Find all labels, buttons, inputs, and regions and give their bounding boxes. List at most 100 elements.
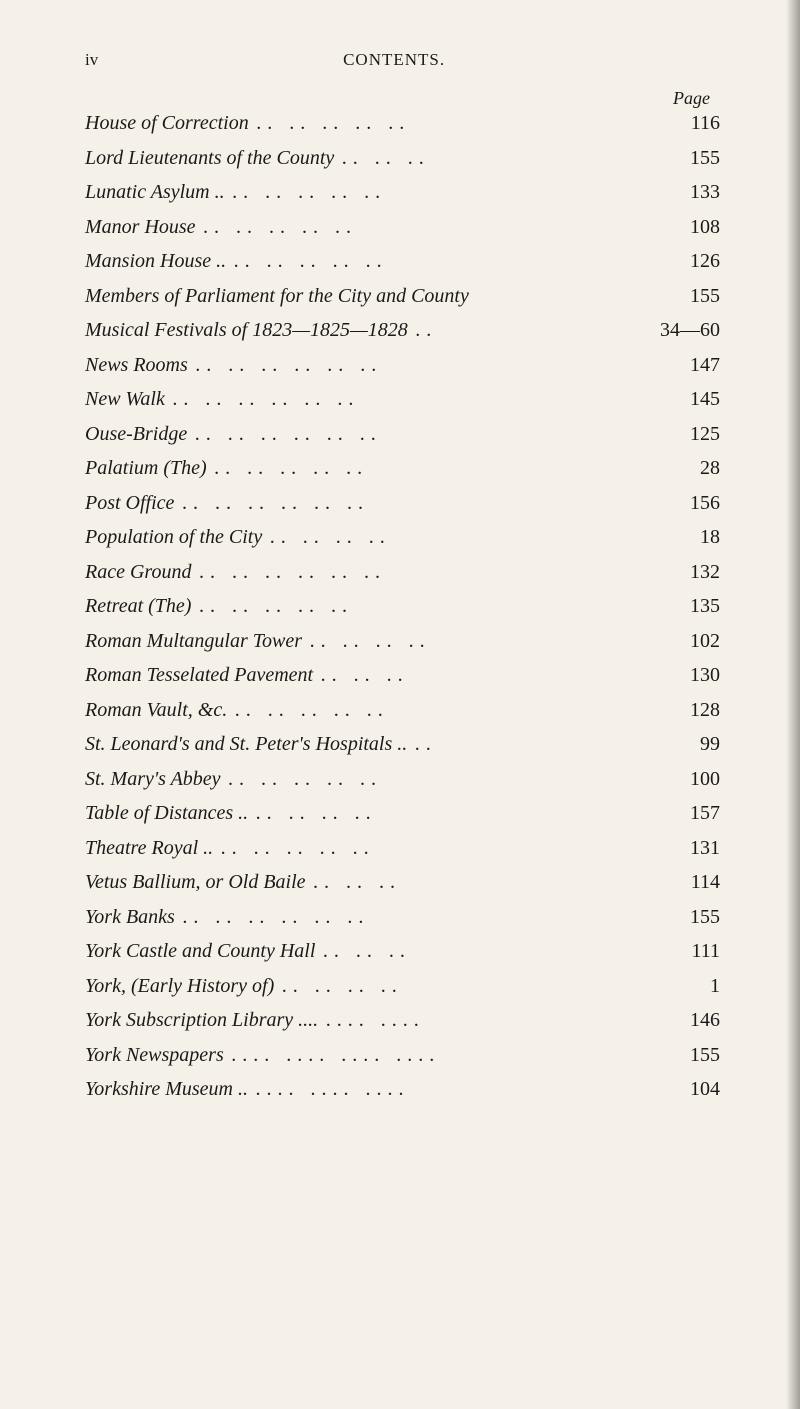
- toc-entry-dots: .. .. .. .. ..: [221, 769, 650, 789]
- toc-row: St. Mary's Abbey.. .. .. .. ..100: [85, 769, 720, 789]
- table-of-contents: House of Correction.. .. .. .. ..116Lord…: [85, 113, 720, 1099]
- toc-row: Table of Distances .... .. .. ..157: [85, 803, 720, 823]
- toc-entry-title: Yorkshire Museum ..: [85, 1079, 248, 1099]
- toc-entry-title: Roman Tesselated Pavement: [85, 665, 313, 685]
- toc-entry-dots: ..: [407, 734, 650, 754]
- toc-entry-title: Palatium (The): [85, 458, 207, 478]
- toc-entry-dots: .. .. .. .. ..: [226, 251, 650, 271]
- toc-entry-title: Manor House: [85, 217, 196, 237]
- toc-entry-title: House of Correction: [85, 113, 249, 133]
- toc-row: Roman Vault, &c... .. .. .. ..128: [85, 700, 720, 720]
- toc-entry-dots: .. .. .. ..: [302, 631, 650, 651]
- toc-row: Mansion House .... .. .. .. ..126: [85, 251, 720, 271]
- toc-entry-page: 114: [650, 872, 720, 892]
- toc-entry-page: 99: [650, 734, 720, 754]
- toc-row: Post Office.. .. .. .. .. ..156: [85, 493, 720, 513]
- toc-entry-title: Lunatic Asylum ..: [85, 182, 225, 202]
- toc-entry-page: 147: [650, 355, 720, 375]
- toc-entry-title: Musical Festivals of 1823—1825—1828: [85, 320, 408, 340]
- toc-entry-page: 104: [650, 1079, 720, 1099]
- toc-entry-title: Members of Parliament for the City and C…: [85, 286, 469, 306]
- toc-entry-dots: .. .. .. .. ..: [227, 700, 650, 720]
- toc-entry-dots: .. .. .. .. ..: [225, 182, 650, 202]
- toc-row: Yorkshire Museum ...... .... ....104: [85, 1079, 720, 1099]
- toc-entry-dots: ..: [408, 320, 650, 340]
- toc-row: Theatre Royal .... .. .. .. ..131: [85, 838, 720, 858]
- toc-entry-dots: .. .. .. .. .. ..: [187, 424, 650, 444]
- page-marker: iv: [85, 50, 98, 70]
- toc-row: House of Correction.. .. .. .. ..116: [85, 113, 720, 133]
- toc-entry-title: Post Office: [85, 493, 174, 513]
- toc-entry-title: Roman Vault, &c.: [85, 700, 227, 720]
- toc-entry-title: St. Leonard's and St. Peter's Hospitals …: [85, 734, 407, 754]
- page-label: Page: [85, 88, 720, 109]
- toc-entry-title: Theatre Royal ..: [85, 838, 213, 858]
- toc-entry-dots: .. .. .. .. ..: [249, 113, 650, 133]
- toc-entry-page: 128: [650, 700, 720, 720]
- toc-entry-page: 111: [650, 941, 720, 961]
- toc-entry-page: 34—60: [650, 320, 720, 340]
- header-line: iv CONTENTS.: [85, 50, 720, 70]
- toc-entry-page: 157: [650, 803, 720, 823]
- toc-entry-dots: .. .. .. ..: [262, 527, 650, 547]
- toc-row: Musical Festivals of 1823—1825—1828..34—…: [85, 320, 720, 340]
- toc-entry-title: Retreat (The): [85, 596, 191, 616]
- toc-row: Ouse-Bridge.. .. .. .. .. ..125: [85, 424, 720, 444]
- toc-entry-title: Table of Distances ..: [85, 803, 248, 823]
- toc-row: Lunatic Asylum .... .. .. .. ..133: [85, 182, 720, 202]
- toc-entry-page: 130: [650, 665, 720, 685]
- toc-row: Palatium (The).. .. .. .. ..28: [85, 458, 720, 478]
- toc-entry-page: 126: [650, 251, 720, 271]
- toc-entry-title: York Castle and County Hall: [85, 941, 315, 961]
- toc-entry-page: 100: [650, 769, 720, 789]
- toc-entry-dots: .. .. .. ..: [248, 803, 650, 823]
- toc-entry-page: 155: [650, 907, 720, 927]
- toc-entry-dots: .. .. .. .. ..: [196, 217, 650, 237]
- toc-row: Race Ground.. .. .. .. .. ..132: [85, 562, 720, 582]
- toc-entry-page: 146: [650, 1010, 720, 1030]
- toc-row: Roman Tesselated Pavement.. .. ..130: [85, 665, 720, 685]
- toc-entry-dots: .. .. ..: [306, 872, 650, 892]
- toc-entry-dots: .. .. .. .. ..: [191, 596, 650, 616]
- toc-row: Members of Parliament for the City and C…: [85, 286, 720, 306]
- toc-entry-title: News Rooms: [85, 355, 188, 375]
- toc-entry-page: 108: [650, 217, 720, 237]
- toc-entry-page: 116: [650, 113, 720, 133]
- toc-entry-dots: .... .... ....: [248, 1079, 650, 1099]
- toc-entry-title: Mansion House ..: [85, 251, 226, 271]
- toc-entry-title: New Walk: [85, 389, 165, 409]
- toc-entry-page: 145: [650, 389, 720, 409]
- toc-entry-dots: .. .. .. .. ..: [207, 458, 650, 478]
- toc-row: Roman Multangular Tower.. .. .. ..102: [85, 631, 720, 651]
- toc-entry-page: 155: [650, 1045, 720, 1065]
- toc-entry-dots: .. .. .. .. .. ..: [174, 493, 650, 513]
- toc-entry-page: 1: [650, 976, 720, 996]
- toc-row: York, (Early History of).. .. .. ..1: [85, 976, 720, 996]
- toc-entry-dots: .. .. .. .. .. ..: [165, 389, 650, 409]
- toc-row: York Subscription Library ........ ....1…: [85, 1010, 720, 1030]
- toc-entry-title: York, (Early History of): [85, 976, 274, 996]
- toc-entry-page: 125: [650, 424, 720, 444]
- toc-entry-page: 133: [650, 182, 720, 202]
- toc-entry-title: St. Mary's Abbey: [85, 769, 221, 789]
- toc-entry-dots: .... .... .... ....: [224, 1045, 650, 1065]
- toc-entry-page: 18: [650, 527, 720, 547]
- toc-entry-title: Roman Multangular Tower: [85, 631, 302, 651]
- toc-row: Population of the City.. .. .. ..18: [85, 527, 720, 547]
- page-container: iv CONTENTS. Page House of Correction.. …: [0, 0, 800, 1409]
- toc-row: Vetus Ballium, or Old Baile.. .. ..114: [85, 872, 720, 892]
- toc-row: York Banks.. .. .. .. .. ..155: [85, 907, 720, 927]
- toc-row: York Newspapers.... .... .... ....155: [85, 1045, 720, 1065]
- header-title: CONTENTS.: [98, 50, 690, 70]
- toc-row: York Castle and County Hall.. .. ..111: [85, 941, 720, 961]
- toc-entry-page: 28: [650, 458, 720, 478]
- toc-entry-title: Race Ground: [85, 562, 191, 582]
- toc-row: St. Leonard's and St. Peter's Hospitals …: [85, 734, 720, 754]
- toc-entry-title: York Banks: [85, 907, 175, 927]
- page-edge-shadow: [786, 0, 800, 1409]
- toc-entry-dots: .. .. .. ..: [274, 976, 650, 996]
- toc-entry-title: York Subscription Library ....: [85, 1010, 318, 1030]
- toc-entry-page: 135: [650, 596, 720, 616]
- toc-entry-title: Lord Lieutenants of the County: [85, 148, 334, 168]
- toc-entry-title: York Newspapers: [85, 1045, 224, 1065]
